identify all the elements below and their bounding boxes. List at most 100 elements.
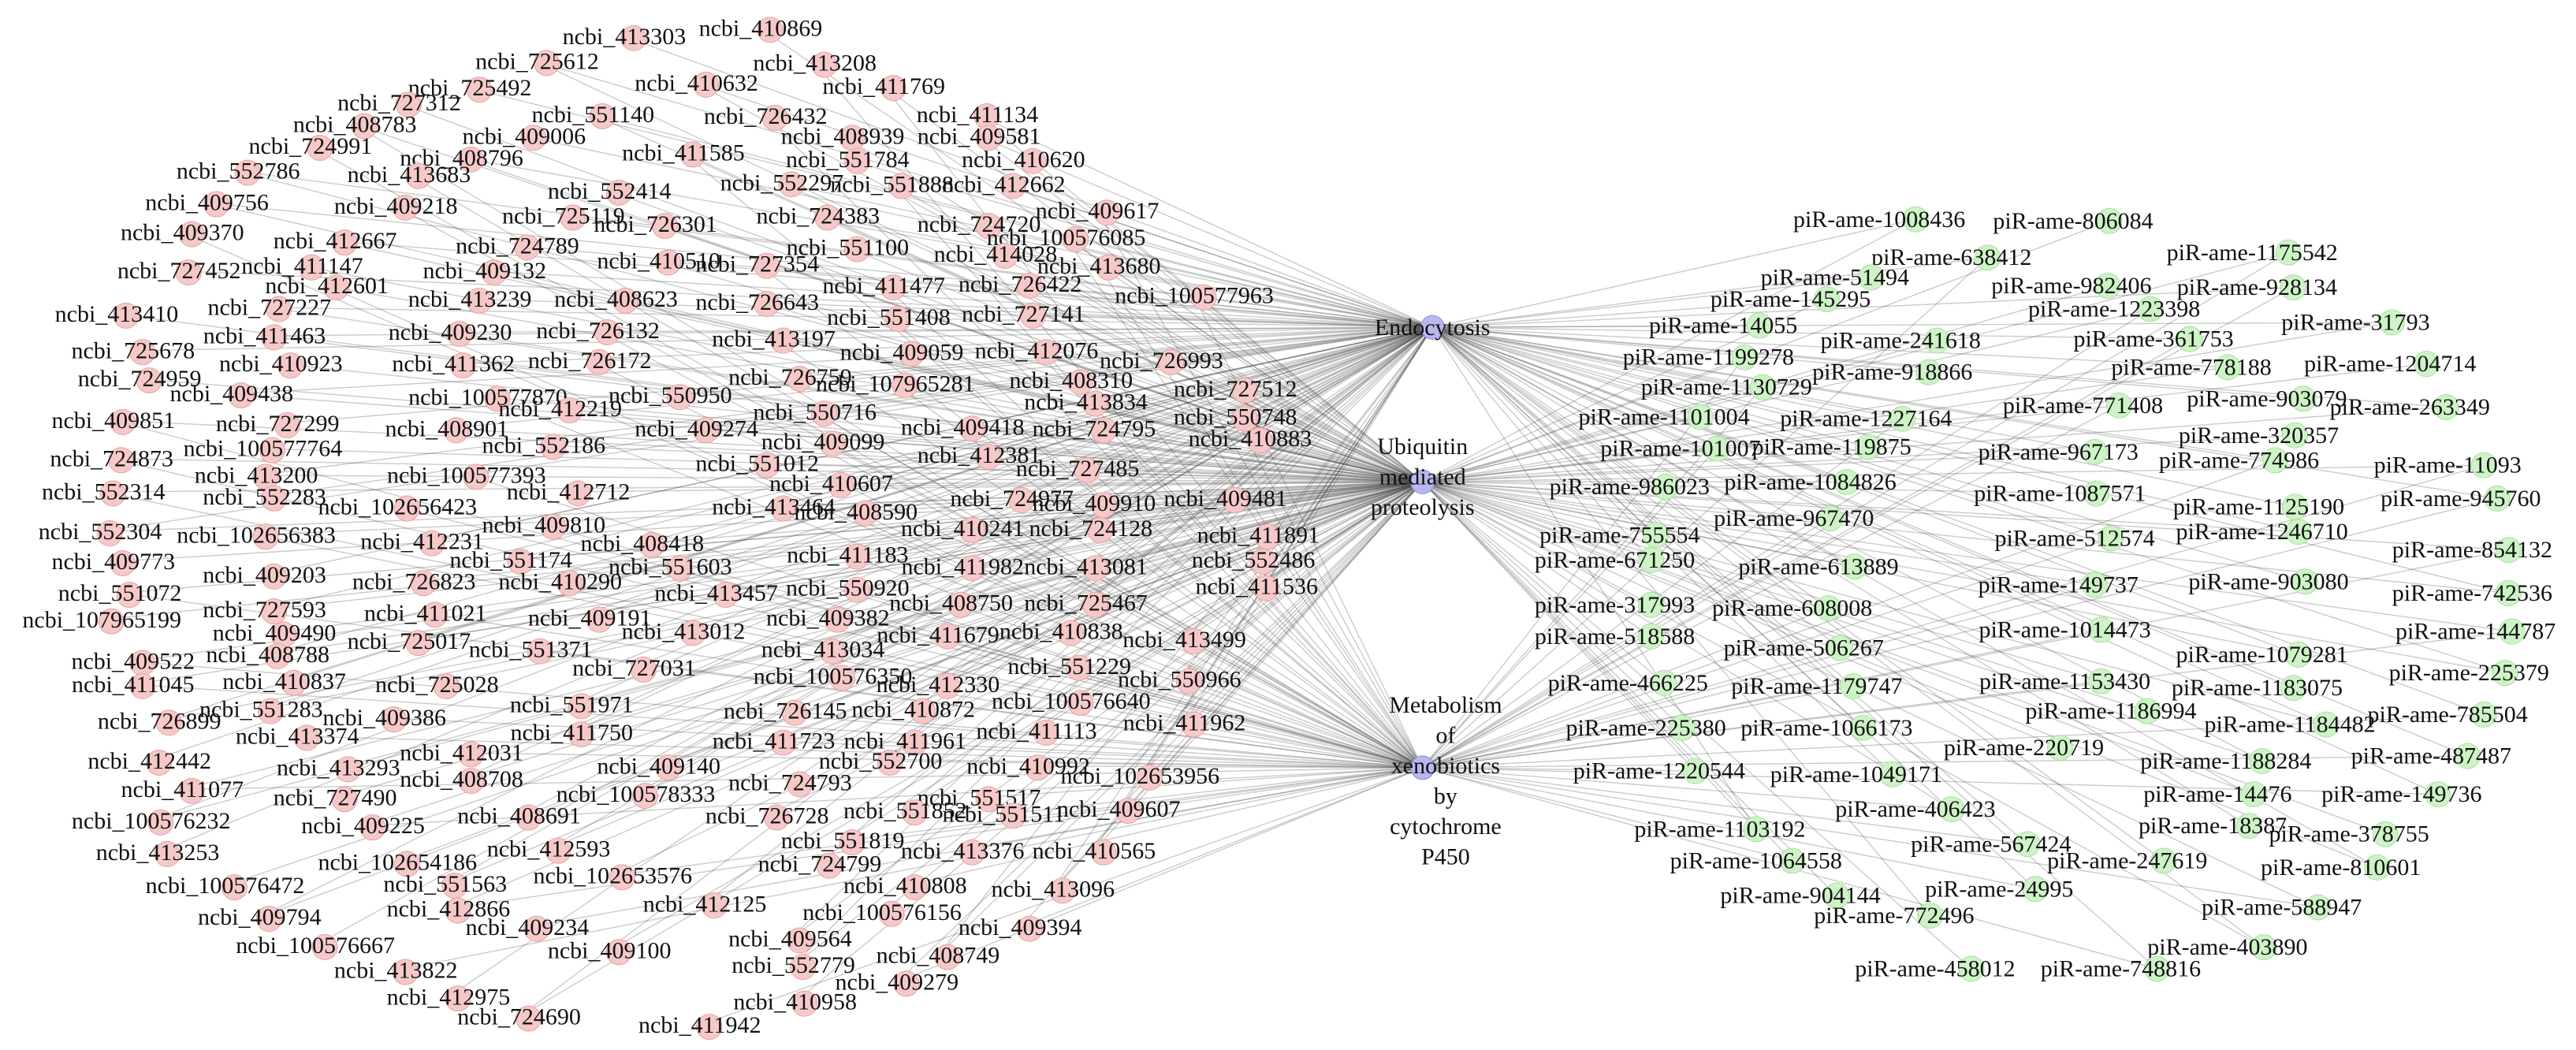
edge	[847, 158, 1433, 328]
edge	[1422, 418, 1903, 769]
mrna-node	[410, 570, 437, 597]
mrna-label: ncbi_107965281	[816, 370, 975, 397]
edge	[1422, 481, 1855, 568]
mrna-label: ncbi_409522	[71, 648, 195, 674]
edge	[1422, 481, 2101, 682]
mrna-label: ncbi_727312	[337, 90, 461, 116]
edge	[704, 326, 1433, 905]
edge	[1422, 481, 1651, 637]
mrna-label: ncbi_409382	[766, 605, 890, 631]
edge	[1422, 448, 1717, 483]
edge	[1422, 251, 2289, 482]
mrna-node	[959, 415, 985, 442]
mrna-label: ncbi_724799	[758, 851, 882, 877]
pirna-node	[1902, 206, 1929, 233]
pirna-label: piR-ame-785504	[2368, 702, 2528, 728]
edge	[1422, 767, 2036, 890]
edge	[1431, 326, 1829, 609]
edge	[1432, 322, 2392, 328]
mrna-node	[234, 159, 261, 186]
pirna-node	[1779, 847, 1806, 874]
pirna-node	[2081, 438, 2108, 465]
edge	[642, 481, 1423, 545]
mrna-node	[392, 194, 419, 221]
mrna-label: ncbi_409910	[1033, 490, 1156, 516]
edge	[612, 481, 1424, 877]
edge	[1085, 566, 1424, 769]
mrna-node	[630, 656, 657, 683]
mrna-label: ncbi_409481	[1163, 486, 1287, 512]
pirna-node	[2492, 660, 2518, 687]
edge	[1422, 218, 1916, 482]
mrna-node	[589, 102, 616, 129]
pirna-label: piR-ame-14055	[1649, 313, 1797, 339]
mrna-label: ncbi_408788	[206, 642, 329, 668]
edge	[1422, 538, 2112, 769]
mrna-node	[1025, 754, 1052, 781]
edge	[1422, 481, 1651, 605]
mrna-label: ncbi_411536	[1195, 574, 1318, 600]
mrna-label: ncbi_551012	[695, 451, 819, 477]
edge	[1432, 326, 2299, 533]
mrna-label: ncbi_413683	[348, 162, 471, 188]
edge	[589, 359, 1424, 769]
mrna-node	[754, 252, 780, 279]
edge	[140, 378, 1423, 483]
edge	[962, 767, 1423, 851]
mrna-label: ncbi_413253	[96, 840, 220, 866]
mrna-label: ncbi_413374	[236, 723, 359, 749]
edge	[102, 481, 1423, 620]
mrna-node	[893, 970, 920, 997]
mrna-node	[516, 1005, 542, 1032]
edge	[597, 330, 1424, 769]
mrna-label: ncbi_410290	[498, 568, 622, 594]
edge	[445, 326, 1433, 885]
mrna-label: ncbi_727031	[572, 655, 696, 681]
edge	[571, 481, 1423, 734]
pirna-node	[2433, 393, 2459, 420]
edge	[548, 326, 1433, 850]
edge	[231, 326, 1433, 395]
edge	[277, 326, 1433, 425]
edge	[978, 136, 1433, 328]
edge	[207, 202, 1423, 483]
mrna-node	[1093, 199, 1120, 226]
edge	[1422, 481, 2386, 835]
edge	[116, 313, 1423, 483]
edge	[1422, 685, 1853, 769]
mrna-label: ncbi_727452	[117, 258, 241, 284]
mrna-node	[381, 706, 408, 733]
mrna-label: ncbi_409059	[840, 339, 964, 365]
mrna-node	[527, 638, 553, 665]
edge	[831, 481, 1423, 485]
mrna-node	[1246, 427, 1273, 454]
pirna-node	[1849, 714, 1876, 741]
mrna-node	[178, 221, 205, 248]
edge	[1028, 765, 1423, 769]
mrna-node	[609, 864, 635, 891]
edge	[1431, 326, 2250, 827]
edge	[259, 481, 1423, 918]
edge	[1422, 713, 2485, 769]
edge	[466, 475, 1423, 769]
pirna-label: piR-ame-1130729	[1641, 374, 1812, 400]
edge	[1178, 326, 1433, 680]
mrna-node	[786, 771, 813, 798]
edge	[1422, 631, 2512, 769]
mrna-node	[293, 724, 320, 751]
edge	[1422, 481, 2299, 533]
edge	[437, 481, 1423, 686]
mrna-node	[605, 179, 632, 206]
mrna-node	[693, 71, 720, 98]
edge	[1422, 481, 2265, 948]
pathway-label: by	[1434, 784, 1457, 810]
mrna-label: ncbi_413208	[753, 50, 877, 76]
edge	[696, 428, 1423, 483]
mrna-node	[540, 513, 567, 540]
edge	[1422, 481, 2377, 869]
pirna-label: piR-ame-810601	[2261, 855, 2421, 881]
edge	[978, 326, 1433, 456]
mrna-label: ncbi_550966	[1118, 667, 1241, 693]
mrna-label: ncbi_724690	[457, 1004, 581, 1030]
edge	[1432, 326, 2190, 340]
